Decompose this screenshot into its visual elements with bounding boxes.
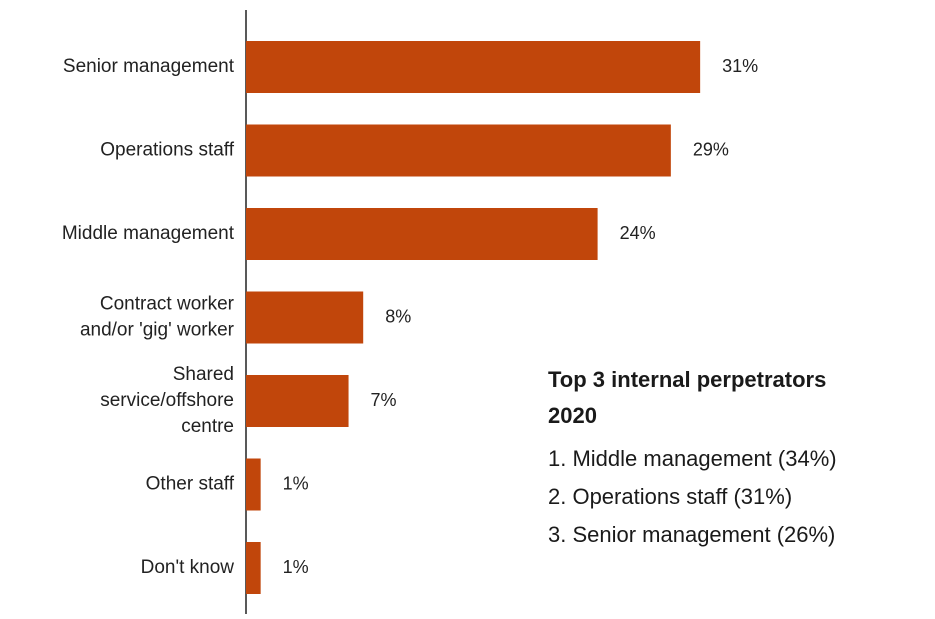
category-label-line: Senior management	[63, 56, 235, 77]
callout-title-line-1: Top 3 internal perpetrators	[548, 367, 827, 392]
category-label-line: Don't know	[141, 557, 235, 578]
category-label: Operations staff	[100, 140, 235, 161]
callout-list: 1. Middle management (34%) 2. Operations…	[548, 440, 928, 554]
category-label: Don't know	[141, 557, 235, 578]
category-label: Senior management	[63, 56, 235, 77]
category-label-line: centre	[181, 416, 234, 437]
bar-value-label: 7%	[371, 390, 397, 410]
bar	[246, 542, 261, 594]
callout-title-line-2: 2020	[548, 403, 597, 428]
bar-value-label: 1%	[283, 557, 309, 577]
category-label: Contract worker and/or 'gig' worker	[80, 294, 235, 341]
bar	[246, 41, 701, 93]
bar-value-label: 29%	[693, 139, 729, 159]
category-label: Shared service/offshore centre	[100, 364, 234, 437]
category-label-line: Other staff	[146, 474, 235, 495]
bar	[246, 375, 349, 427]
bar-value-label: 31%	[722, 56, 758, 76]
bar-value-label: 24%	[620, 223, 656, 243]
callout-item: 2. Operations staff (31%)	[548, 484, 793, 509]
category-label-line: Middle management	[62, 223, 235, 244]
category-label: Other staff	[146, 474, 235, 495]
bar	[246, 291, 364, 344]
bar-value-label: 1%	[283, 473, 309, 493]
callout-title: Top 3 internal perpetrators 2020	[548, 362, 928, 434]
bar	[246, 124, 671, 177]
category-label-line: Operations staff	[100, 140, 235, 161]
bar	[246, 458, 261, 511]
chart-marks: 31% Senior management 29% Operations staff 2…	[62, 41, 758, 594]
callout-item: 3. Senior management (26%)	[548, 522, 836, 547]
bar-value-label: 8%	[385, 306, 411, 326]
callout-item: 1. Middle management (34%)	[548, 446, 837, 471]
category-label: Middle management	[62, 223, 235, 244]
category-label-line: and/or 'gig' worker	[80, 320, 235, 341]
bar	[246, 208, 598, 260]
top-perpetrators-callout: Top 3 internal perpetrators 2020 1. Midd…	[548, 362, 928, 554]
category-label-line: Contract worker	[100, 294, 235, 315]
category-label-line: service/offshore	[100, 390, 234, 411]
category-label-line: Shared	[173, 364, 234, 385]
